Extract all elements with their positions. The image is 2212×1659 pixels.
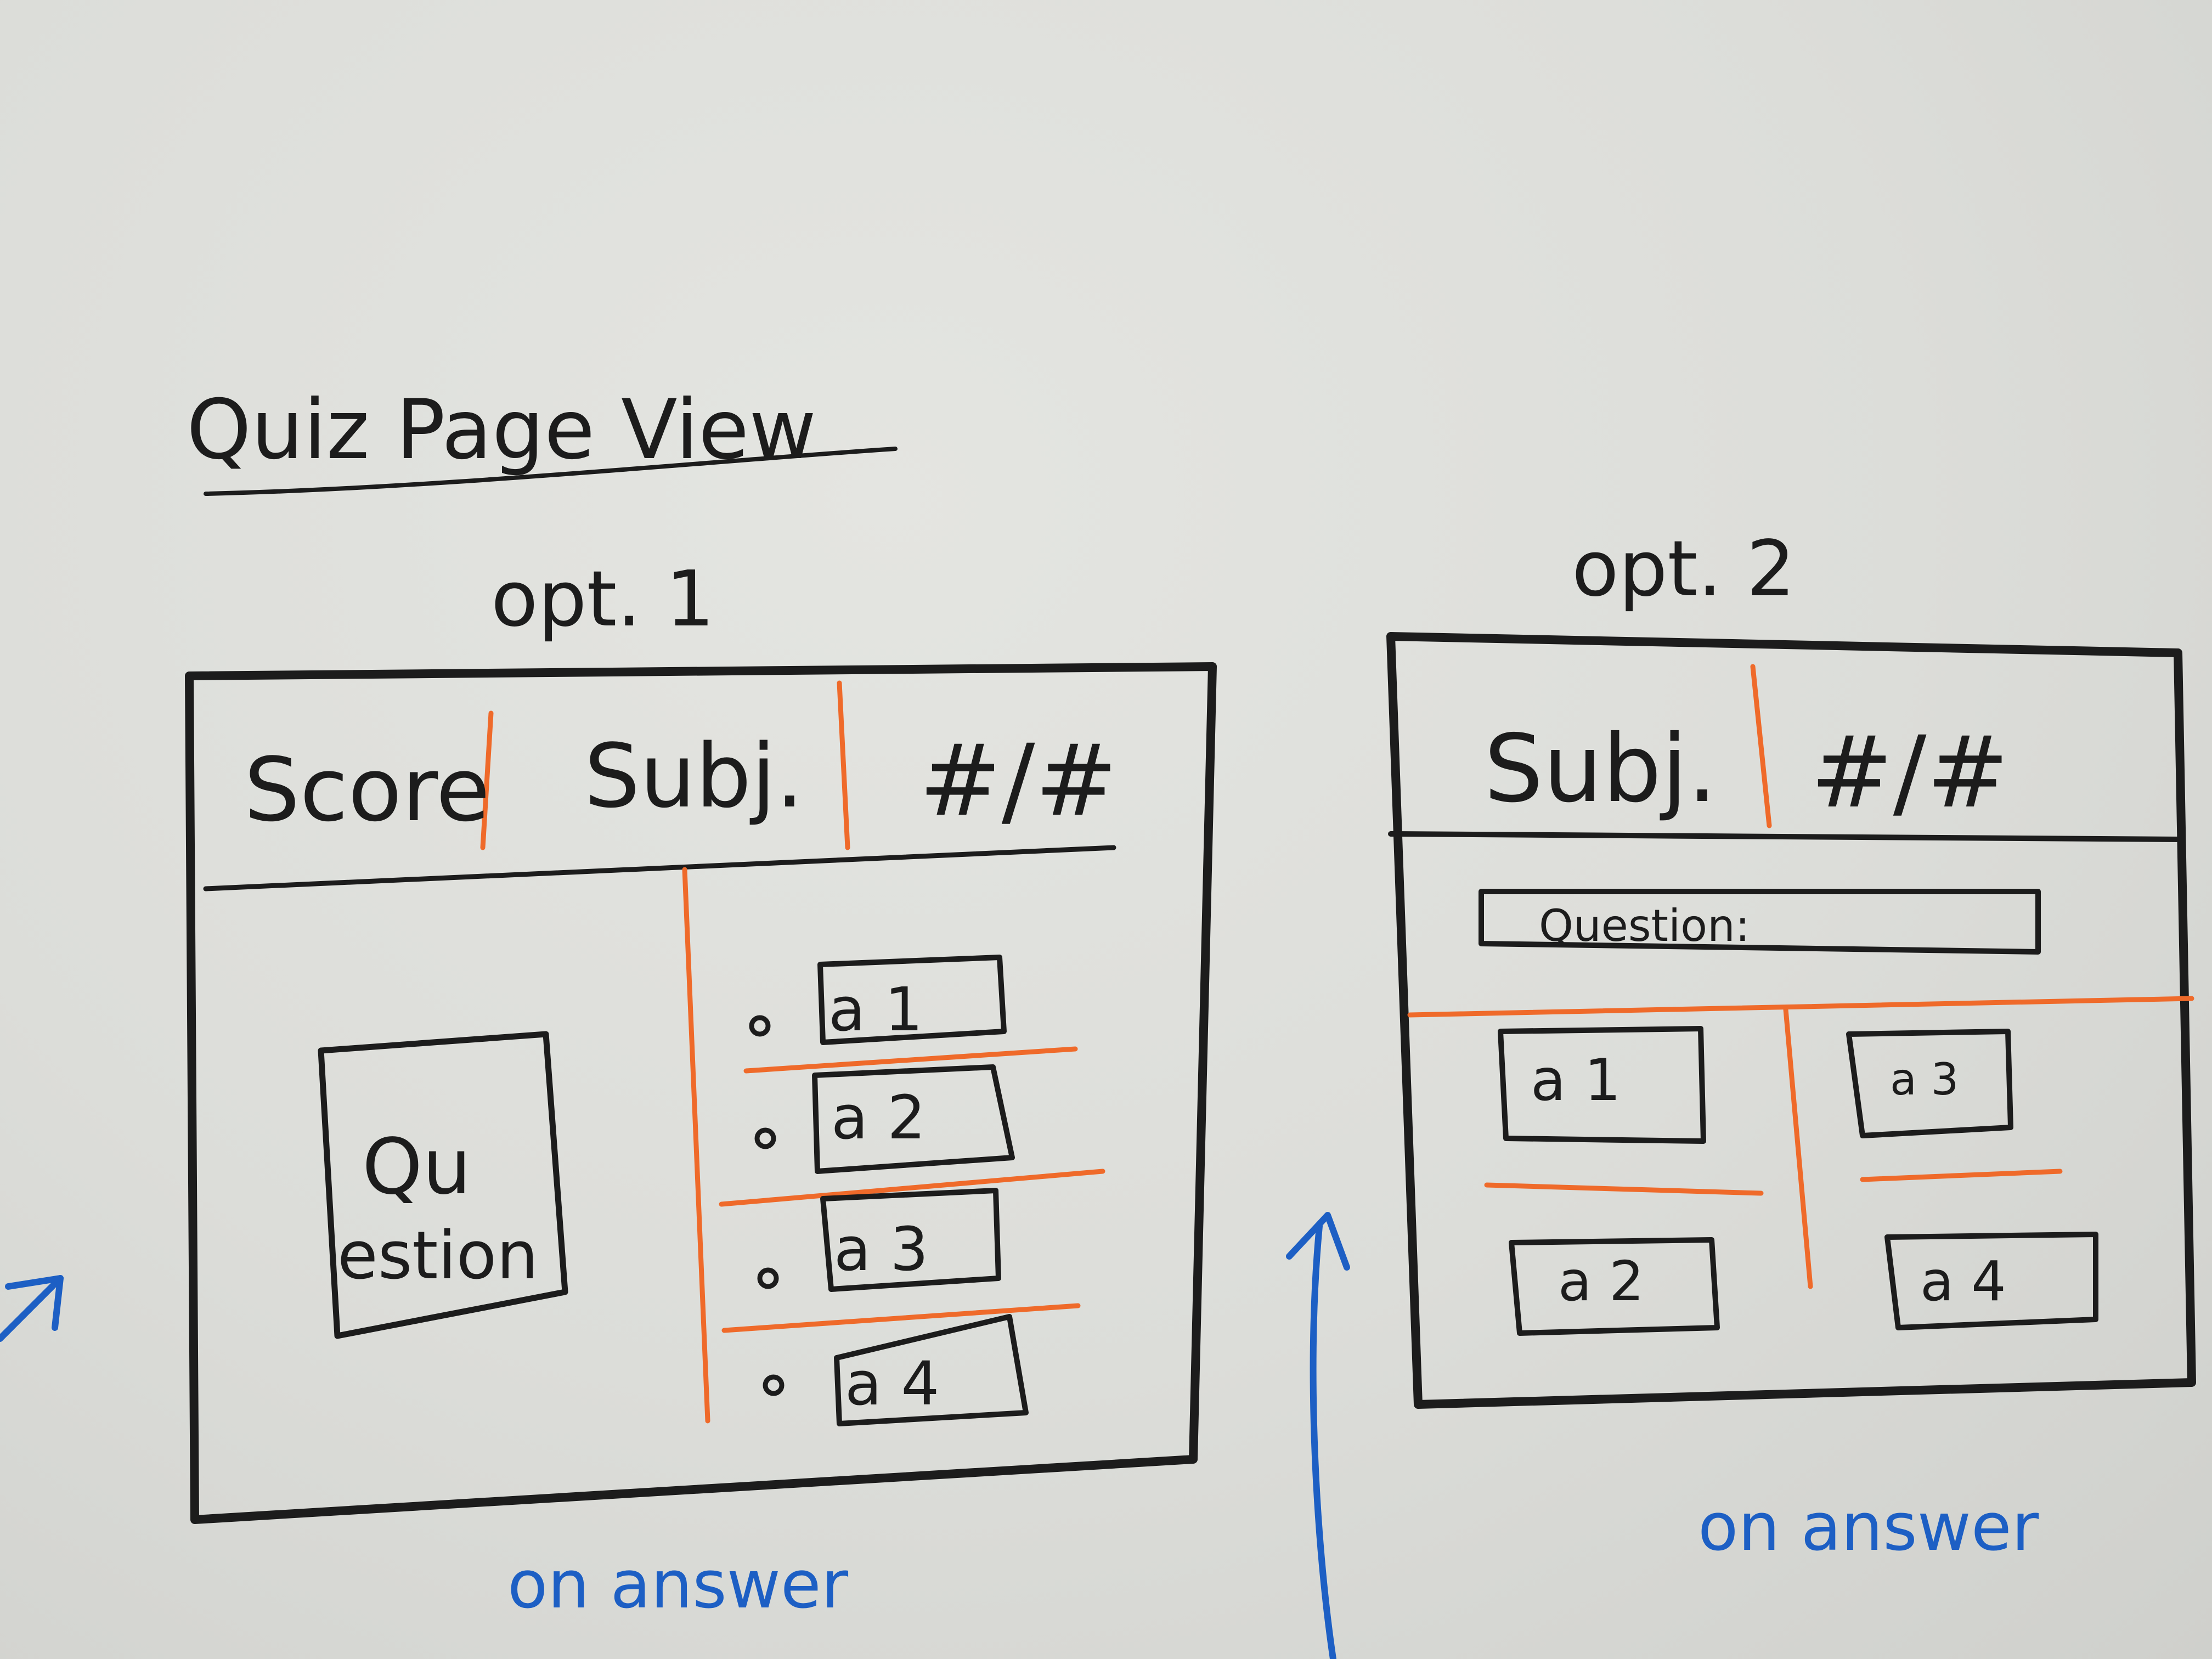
answer-label: a 1 [828,974,923,1045]
flow-arrow-right [1286,1212,1350,1659]
answer-box[interactable] [817,955,1007,1045]
option-2-answer-3[interactable]: a 3 [1846,1029,2013,1138]
option-2-answer-row-divider-left [1484,1182,1764,1196]
option-1-header-sep-1 [480,710,494,850]
option-2-caption: on answer [1698,1489,2039,1566]
radio-icon[interactable] [754,1127,776,1149]
option-1-answer-1[interactable]: a 1 [749,955,1007,1045]
option-2-question-label: Question: [1539,900,1750,951]
answer-box[interactable] [820,1188,1001,1292]
option-2-answer-column-divider [1783,1007,1813,1289]
option-1-answer-2[interactable]: a 2 [754,1064,1015,1174]
option-2-answer-2[interactable]: a 2 [1509,1237,1720,1336]
option-1-content-divider [682,867,710,1424]
radio-icon[interactable] [757,1267,779,1289]
answer-box[interactable] [812,1064,1015,1174]
option-2-answer-row-divider-right [1860,1169,2063,1182]
option-2-answer-4[interactable]: a 4 [1884,1232,2098,1330]
option-2-answer-1[interactable]: a 1 [1498,1026,1706,1144]
option-1-question-box [318,1031,568,1339]
option-2-question-box [1479,889,2041,955]
answer-label: a 2 [1558,1249,1644,1313]
option-1-answer-sep-2 [719,1169,1105,1207]
answer-box[interactable] [834,1314,1029,1426]
option-1-header-score: Score [244,738,490,841]
flow-arrow-left [0,1275,64,1342]
arrow-icon [1310,1223,1336,1659]
answer-label: a 4 [1920,1249,2006,1313]
radio-icon[interactable] [749,1015,771,1037]
option-1-caption: on answer [507,1547,849,1623]
option-2-sketch: opt. 2 Subj. #/# Question: a 1 a 3 a 2 a… [1386,524,2196,1566]
option-1-frame [185,662,1217,1524]
answer-box[interactable] [1509,1237,1720,1336]
option-2-frame [1386,632,2196,1409]
answer-label: a 2 [831,1082,926,1153]
option-1-sketch: opt. 1 Score Subj. #/# Qu estion a 1 a 2 [185,555,1217,1623]
option-2-header-sep [1750,664,1772,828]
arrow-head-icon [1286,1212,1350,1271]
option-2-question-divider [1407,996,2194,1018]
option-2-header-progress: #/# [1810,715,2009,830]
option-1-question-line-2: estion [337,1218,538,1294]
radio-icon[interactable] [763,1374,785,1396]
option-1-header-sep-2 [837,680,850,850]
option-1-header-subject: Subj. [584,725,804,827]
option-2-header-subject: Subj. [1484,715,1717,823]
answer-label: a 1 [1531,1047,1621,1114]
option-2-label: opt. 2 [1572,524,1796,614]
option-1-header-progress: #/# [919,724,1118,838]
answer-box[interactable] [1498,1026,1706,1144]
answer-label: a 4 [845,1348,939,1419]
option-1-label: opt. 1 [491,555,715,644]
option-1-answer-4[interactable]: a 4 [763,1314,1029,1426]
answer-label: a 3 [1890,1054,1959,1105]
answer-box[interactable] [1884,1232,2098,1330]
title-underline [204,447,898,496]
arrow-head-icon [5,1275,64,1331]
option-2-header-divider [1388,831,2183,842]
arrow-icon [0,1275,64,1342]
option-1-answer-3[interactable]: a 3 [757,1188,1001,1292]
answer-label: a 3 [834,1214,928,1284]
option-1-question-line-1: Qu [362,1122,471,1212]
option-1-answer-sep-3 [721,1303,1081,1333]
option-1-header-divider [203,845,1116,891]
option-1-answer-sep-1 [743,1046,1078,1074]
answer-box[interactable] [1846,1029,2013,1138]
